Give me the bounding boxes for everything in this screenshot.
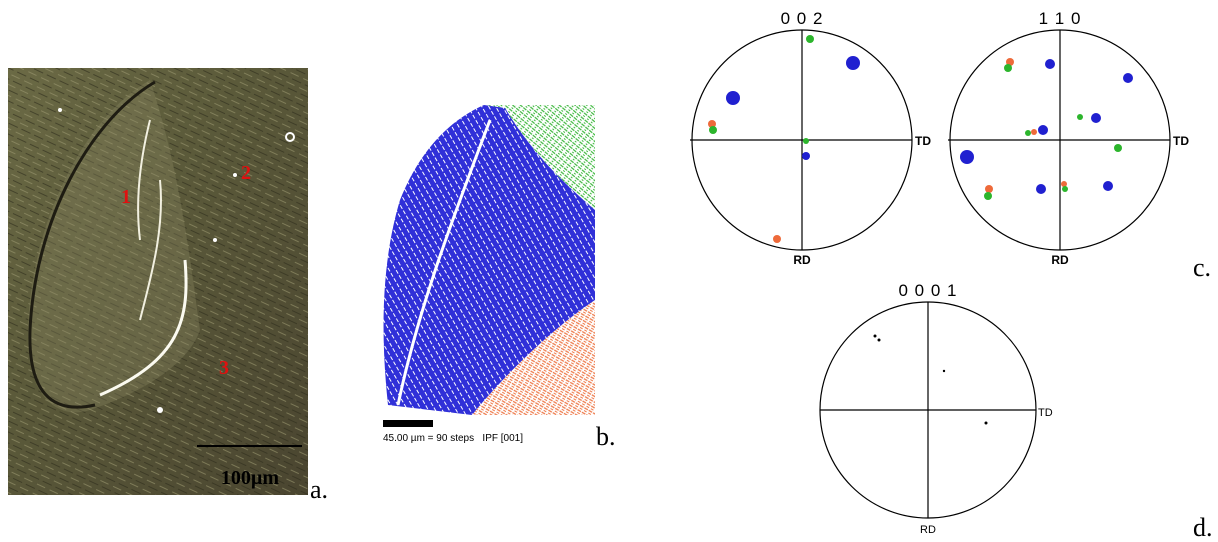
axis-label: TD [1038,407,1053,419]
panel-label: c. [1193,253,1211,282]
grain-label: 3 [219,357,229,379]
grain-label: 1 [121,186,131,208]
panel-label: a. [310,475,328,504]
panel-label: b. [596,422,616,451]
axis-label: RD [920,524,936,536]
axis-label: TD [915,134,931,148]
axis-label: RD [793,253,811,267]
pole-figure [948,29,1171,251]
pole-figure-title: 0 0 2 [781,9,824,28]
pole-figure [819,301,1037,519]
scale-bar-label: 100µm [221,467,280,489]
axis-label: RD [1051,253,1069,267]
pole-figure-title: 1 1 0 [1039,9,1082,28]
pole-figure-title: 0 0 0 1 [899,281,958,300]
axis-label: TD [1173,134,1189,148]
scale-text: 45.00 µm = 90 steps IPF [001] [383,433,523,444]
ebsd-map [383,105,595,427]
micrograph [8,68,308,495]
pole-figure [690,29,913,251]
grain-label: 2 [241,162,251,184]
panel-label: d. [1193,513,1213,542]
